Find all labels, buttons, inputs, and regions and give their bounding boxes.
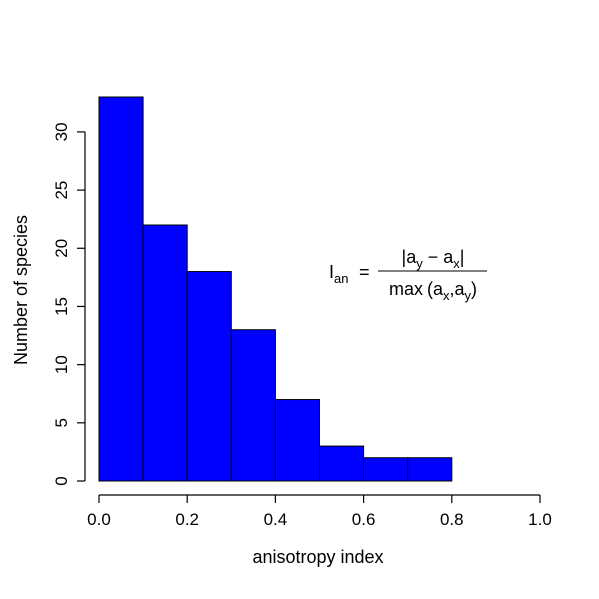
y-tick-label: 10 [52, 355, 71, 374]
y-ticks: 0 5 10 15 20 25 30 [52, 122, 85, 486]
x-tick-label: 0.6 [352, 510, 376, 529]
histogram-bar-2 [186, 271, 232, 482]
x-tick-label: 0.4 [264, 510, 288, 529]
y-tick-label: 30 [52, 122, 71, 141]
bars-group [98, 96, 453, 482]
histogram-bar-5 [319, 445, 365, 482]
x-tick-label: 0.0 [87, 510, 111, 529]
histogram-bar-0 [98, 96, 144, 482]
formula-numerator: |ay − ax| [402, 247, 465, 271]
y-tick-label: 5 [52, 418, 71, 427]
y-axis: 0 5 10 15 20 25 30 [52, 122, 86, 486]
formula-equals: = [359, 262, 370, 282]
histogram-bar-4 [274, 399, 320, 482]
y-tick-label: 0 [52, 476, 71, 485]
histogram-bar-1 [142, 224, 188, 482]
x-axis-label: anisotropy index [252, 547, 383, 567]
x-ticks: 0.0 0.2 0.4 0.6 0.8 1.0 [87, 495, 552, 529]
histogram-bar-7 [407, 457, 453, 482]
x-tick-label: 1.0 [528, 510, 552, 529]
formula-denominator: max (ax,ay) [389, 279, 477, 303]
x-axis: 0.0 0.2 0.4 0.6 0.8 1.0 [87, 494, 552, 529]
formula-annotation: Ian = |ay − ax| max (ax,ay) [329, 247, 487, 303]
histogram-bar-3 [230, 329, 276, 482]
y-tick-label: 20 [52, 239, 71, 258]
x-tick-label: 0.2 [175, 510, 199, 529]
y-tick-label: 25 [52, 181, 71, 200]
formula-lhs: Ian [329, 262, 348, 286]
x-tick-label: 0.8 [440, 510, 464, 529]
y-tick-label: 15 [52, 297, 71, 316]
y-axis-label: Number of species [11, 215, 31, 365]
histogram-bar-6 [363, 457, 409, 482]
